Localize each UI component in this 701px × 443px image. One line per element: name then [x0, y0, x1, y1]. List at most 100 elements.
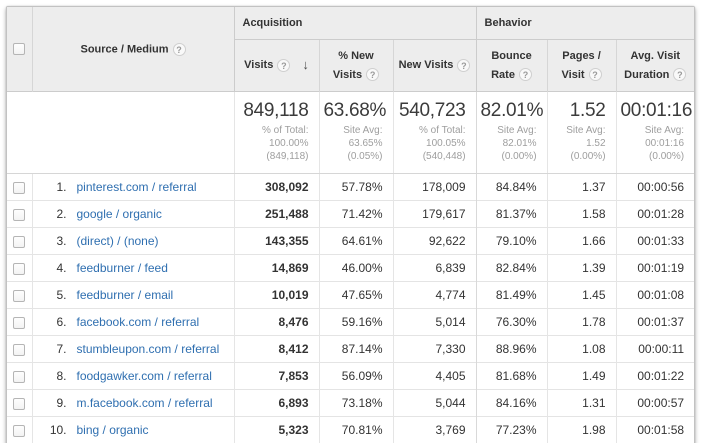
- summary-empty-cell: [7, 91, 32, 174]
- source-cell: 4. feedburner / feed: [32, 254, 234, 282]
- row-checkbox[interactable]: [13, 262, 26, 275]
- source-medium-link[interactable]: foodgawker.com / referral: [76, 369, 212, 383]
- help-icon[interactable]: ?: [673, 68, 687, 82]
- visits-cell: 5,323: [233, 416, 319, 443]
- row-checkbox[interactable]: [13, 397, 26, 410]
- row-checkbox-cell: [7, 254, 33, 282]
- bounce-rate-cell: 81.68%: [475, 362, 548, 390]
- avg-duration-cell: 00:01:37: [615, 308, 695, 336]
- group-header-behavior: Behavior: [475, 7, 695, 40]
- select-all-checkbox[interactable]: [13, 43, 26, 56]
- source-medium-link[interactable]: stumbleupon.com / referral: [76, 342, 220, 356]
- source-medium-link[interactable]: google / organic: [76, 207, 162, 221]
- select-all-checkbox-cell: [7, 7, 33, 92]
- source-medium-link[interactable]: bing / organic: [76, 423, 149, 438]
- bounce-rate-cell: 76.30%: [475, 308, 548, 336]
- avg-duration-cell: 00:01:19: [615, 254, 695, 282]
- row-checkbox[interactable]: [13, 208, 26, 221]
- row-rank: 4.: [56, 261, 67, 275]
- pct-new-visits-cell: 56.09%: [318, 362, 393, 390]
- column-header-new-visits[interactable]: New Visits?: [392, 39, 477, 92]
- visits-label: Visits: [244, 59, 274, 72]
- pages-visit-cell: 1.08: [546, 335, 617, 363]
- summary-bounce-rate-value: 82.01%: [480, 100, 544, 121]
- help-icon[interactable]: ?: [277, 59, 291, 72]
- table-header: Source / Medium? Acquisition Behavior Vi…: [7, 7, 695, 92]
- bounce-rate-label: Bounce Rate: [491, 49, 532, 81]
- pages-visit-cell: 1.45: [546, 281, 617, 309]
- table-row: 2. google / organic 251,488 71.42% 179,61…: [7, 200, 695, 228]
- analytics-table-card: Source / Medium? Acquisition Behavior Vi…: [6, 6, 695, 443]
- source-medium-link[interactable]: facebook.com / referral: [76, 315, 200, 329]
- summary-avg-duration-subtext: Site Avg: 00:01:16 (0.00%): [644, 125, 685, 162]
- source-medium-link[interactable]: feedburner / feed: [76, 261, 168, 275]
- column-header-visits[interactable]: Visits? ↓: [233, 39, 319, 92]
- summary-visits-value: 849,118: [243, 100, 309, 121]
- table-row: 10. bing / organic 5,323 70.81% 3,769 77.…: [7, 416, 695, 443]
- column-header-source-medium[interactable]: Source / Medium?: [32, 7, 234, 92]
- bounce-rate-cell: 77.23%: [475, 416, 548, 443]
- help-icon[interactable]: ?: [172, 42, 186, 56]
- source-medium-link[interactable]: feedburner / email: [76, 288, 174, 302]
- source-cell: 2. google / organic: [32, 200, 234, 228]
- visits-cell: 308,092: [233, 173, 319, 201]
- avg-duration-cell: 00:00:11: [615, 335, 695, 363]
- table-row: 6. facebook.com / referral 8,476 59.16% 5…: [7, 308, 695, 336]
- pages-visit-cell: 1.39: [546, 254, 617, 282]
- row-checkbox[interactable]: [13, 181, 26, 194]
- source-medium-link[interactable]: m.facebook.com / referral: [76, 396, 213, 410]
- visits-cell: 8,476: [233, 308, 319, 336]
- summary-new-visits-value: 540,723: [398, 100, 466, 121]
- source-cell: 5. feedburner / email: [32, 281, 234, 309]
- row-checkbox-cell: [7, 308, 33, 336]
- summary-avg-duration-value: 00:01:16: [620, 100, 693, 121]
- row-rank: 8.: [56, 369, 67, 383]
- row-checkbox-cell: [7, 335, 33, 363]
- row-checkbox[interactable]: [13, 370, 26, 383]
- column-header-pct-new-visits[interactable]: % New Visits?: [318, 39, 393, 92]
- bounce-rate-cell: 84.16%: [475, 389, 548, 417]
- help-icon[interactable]: ?: [457, 58, 471, 72]
- column-header-pages-visit[interactable]: Pages / Visit?: [546, 39, 617, 92]
- summary-pages-visit: 1.52 Site Avg: 1.52 (0.00%): [546, 91, 617, 174]
- row-checkbox[interactable]: [13, 343, 26, 356]
- table-row: 4. feedburner / feed 14,869 46.00% 6,839 …: [7, 254, 695, 282]
- bounce-rate-cell: 82.84%: [475, 254, 548, 282]
- visits-cell: 143,355: [233, 227, 319, 255]
- column-header-avg-duration[interactable]: Avg. Visit Duration?: [615, 39, 695, 92]
- source-cell: 8. foodgawker.com / referral: [32, 362, 234, 390]
- pages-visit-cell: 1.78: [546, 308, 617, 336]
- avg-duration-label: Avg. Visit Duration: [624, 49, 681, 81]
- summary-pages-visit-subtext: Site Avg: 1.52 (0.00%): [566, 125, 606, 162]
- sort-desc-icon[interactable]: ↓: [302, 57, 309, 73]
- row-rank: 10.: [49, 423, 67, 438]
- row-checkbox-cell: [7, 389, 33, 417]
- row-checkbox[interactable]: [13, 316, 26, 329]
- new-visits-cell: 178,009: [392, 173, 477, 201]
- avg-duration-cell: 00:01:22: [615, 362, 695, 390]
- new-visits-cell: 92,622: [392, 227, 477, 255]
- avg-duration-cell: 00:01:33: [615, 227, 695, 255]
- column-header-bounce-rate[interactable]: Bounce Rate?: [475, 39, 548, 92]
- source-cell: 3. (direct) / (none): [32, 227, 234, 255]
- summary-new-visits: 540,723 % of Total: 100.05% (540,448): [392, 91, 477, 174]
- pages-visit-cell: 1.98: [546, 416, 617, 443]
- summary-pct-new-visits-subtext: Site Avg: 63.65% (0.05%): [343, 125, 383, 162]
- visits-cell: 8,412: [233, 335, 319, 363]
- help-icon[interactable]: ?: [366, 68, 380, 82]
- bounce-rate-cell: 84.84%: [475, 173, 548, 201]
- pct-new-visits-cell: 57.78%: [318, 173, 393, 201]
- avg-duration-cell: 00:00:57: [615, 389, 695, 417]
- help-icon[interactable]: ?: [518, 68, 532, 82]
- source-medium-table: Source / Medium? Acquisition Behavior Vi…: [7, 7, 695, 443]
- summary-pct-new-visits: 63.68% Site Avg: 63.65% (0.05%): [318, 91, 393, 174]
- source-medium-link[interactable]: pinterest.com / referral: [76, 180, 197, 194]
- row-checkbox[interactable]: [13, 235, 26, 248]
- pct-new-visits-cell: 64.61%: [318, 227, 393, 255]
- source-medium-link[interactable]: (direct) / (none): [76, 234, 159, 248]
- pages-visit-label: Pages / Visit: [561, 49, 601, 81]
- avg-duration-cell: 00:00:56: [615, 173, 695, 201]
- help-icon[interactable]: ?: [588, 68, 602, 82]
- row-checkbox[interactable]: [13, 289, 26, 302]
- row-checkbox[interactable]: [13, 425, 26, 438]
